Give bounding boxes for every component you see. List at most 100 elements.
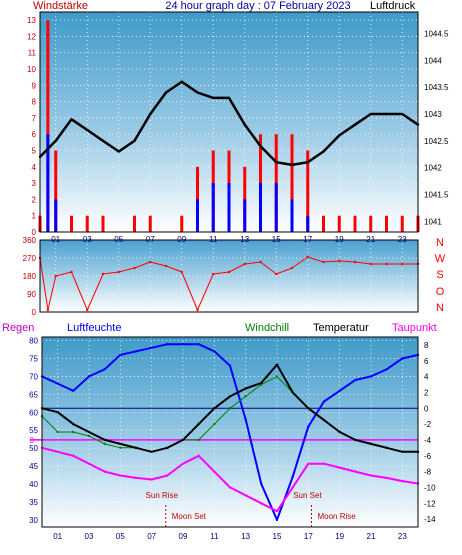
humidity-line-point bbox=[150, 346, 153, 349]
direction-line-point bbox=[259, 260, 262, 264]
event-label: Sun Set bbox=[293, 491, 322, 500]
gust-bar bbox=[259, 183, 262, 232]
temperature-line-point bbox=[56, 411, 59, 414]
rain-zero-label: 0 bbox=[30, 436, 35, 445]
direction-line-point bbox=[338, 259, 341, 263]
direction-line-point bbox=[275, 272, 278, 276]
wind-pressure-frame bbox=[39, 11, 419, 233]
direction-line-point bbox=[353, 260, 357, 264]
pressure-line-point bbox=[369, 112, 372, 116]
temp-y-tick-label: -8 bbox=[424, 468, 432, 477]
windchill-line-point bbox=[213, 422, 216, 426]
dewpoint-line-point bbox=[307, 462, 310, 465]
direction-y-tick-label: 0 bbox=[32, 308, 37, 317]
dewpoint-line-point bbox=[260, 502, 263, 505]
wind-bar bbox=[133, 215, 136, 232]
wind-bar bbox=[180, 215, 184, 232]
dewpoint-line-point bbox=[213, 470, 216, 473]
temp-x-tick-label: 01 bbox=[53, 532, 62, 541]
temp-y-tick-label: -6 bbox=[424, 452, 432, 461]
legend-taupunkt: Taupunkt bbox=[392, 322, 437, 334]
gust-bar bbox=[243, 199, 247, 232]
wind-bar bbox=[101, 215, 105, 232]
direction-line-point bbox=[46, 308, 50, 312]
humidity-y-tick-label: 60 bbox=[29, 408, 38, 417]
direction-line-point bbox=[385, 262, 388, 266]
temperature-line-point bbox=[244, 387, 247, 390]
direction-line-point bbox=[164, 264, 168, 268]
pressure-line-point bbox=[180, 80, 183, 83]
humidity-y-tick-label: 45 bbox=[29, 462, 38, 471]
direction-line bbox=[39, 256, 418, 311]
humidity-line-point bbox=[307, 425, 310, 428]
temp-x-tick-label: 07 bbox=[147, 532, 156, 541]
direction-line-point bbox=[290, 266, 294, 270]
windchill-line-point bbox=[103, 442, 106, 446]
legend-temperatur: Temperatur bbox=[313, 322, 369, 334]
temperature-line-point bbox=[228, 395, 232, 398]
wind-y-tick-label: 11 bbox=[28, 49, 37, 58]
direction-line-point bbox=[401, 262, 404, 266]
humidity-y-tick-label: 75 bbox=[29, 355, 38, 364]
wind-bar bbox=[148, 215, 152, 232]
humidity-line-point bbox=[275, 518, 279, 522]
temperature-line-point bbox=[181, 438, 185, 442]
direction-y-tick-label: 180 bbox=[23, 272, 37, 281]
temperature-line-point bbox=[103, 438, 106, 442]
direction-y-tick-label: 270 bbox=[23, 254, 37, 263]
dewpoint-line-point bbox=[228, 486, 232, 489]
humidity-y-tick-label: 40 bbox=[29, 480, 38, 489]
dewpoint-line-point bbox=[244, 494, 247, 497]
humidity-line-point bbox=[291, 475, 294, 479]
pressure-line-point bbox=[54, 139, 57, 142]
direction-compass-label: O bbox=[436, 286, 445, 298]
wind-bar bbox=[290, 134, 294, 232]
temp-y-tick-label: -14 bbox=[424, 515, 436, 524]
pressure-line-point bbox=[338, 134, 341, 137]
wind-bar bbox=[46, 20, 50, 232]
dewpoint-line-point bbox=[369, 474, 373, 477]
windchill-line-point bbox=[228, 407, 232, 410]
direction-line-point bbox=[243, 262, 246, 266]
event-label: Moon Rise bbox=[317, 512, 356, 521]
temperature-line-point bbox=[275, 363, 279, 366]
temp-y-tick-label: 0 bbox=[424, 404, 429, 413]
direction-line-point bbox=[54, 274, 57, 278]
humidity-y-tick-label: 65 bbox=[29, 390, 38, 399]
legend-regen: Regen bbox=[2, 322, 34, 334]
pressure-line-point bbox=[385, 112, 388, 116]
direction-line-point bbox=[101, 272, 105, 276]
gust-bar bbox=[211, 183, 215, 232]
humidity-line-point bbox=[213, 350, 216, 353]
temperature-line-point bbox=[72, 422, 75, 426]
humidity-line-point bbox=[197, 342, 200, 346]
windchill-line-point bbox=[72, 430, 75, 434]
dewpoint-line-point bbox=[338, 466, 341, 469]
temperature-line-point bbox=[385, 446, 388, 450]
dewpoint-line-point bbox=[87, 462, 91, 465]
windchill-line-point bbox=[197, 438, 200, 442]
direction-line-point bbox=[117, 270, 120, 274]
gust-bar bbox=[227, 183, 231, 232]
humidity-line-point bbox=[260, 482, 263, 486]
dewpoint-line-point bbox=[166, 474, 169, 477]
temp-x-tick-label: 13 bbox=[241, 532, 250, 541]
pressure-y-tick-label: 1043 bbox=[424, 110, 442, 119]
pressure-y-tick-label: 1041 bbox=[424, 217, 442, 226]
wind-y-tick-label: 8 bbox=[32, 98, 37, 107]
humidity-line-point bbox=[119, 353, 122, 357]
wind-bar bbox=[385, 215, 388, 232]
temp-x-tick-label: 09 bbox=[179, 532, 188, 541]
humidity-line-point bbox=[181, 342, 185, 346]
temperature-line-point bbox=[401, 450, 404, 453]
dewpoint-line-point bbox=[197, 454, 200, 457]
pressure-line-point bbox=[149, 112, 152, 116]
windchill-line-point bbox=[275, 375, 279, 378]
pressure-line-point bbox=[117, 150, 120, 153]
dewpoint-line-point bbox=[354, 470, 357, 473]
legend-luftfeuchte: Luftfeuchte bbox=[67, 322, 121, 334]
pressure-line-point bbox=[212, 96, 215, 100]
temperature-line-point bbox=[291, 391, 294, 394]
